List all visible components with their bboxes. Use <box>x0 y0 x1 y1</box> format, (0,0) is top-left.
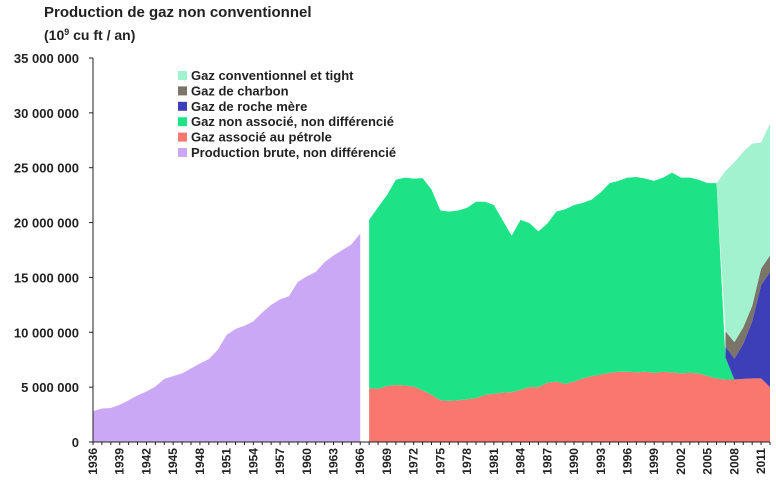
x-tick-label: 2002 <box>674 448 688 475</box>
x-tick-label: 2011 <box>754 448 768 474</box>
chart-title: Production de gaz non conventionnel <box>44 4 312 21</box>
legend-swatch-gaz-de-charbon <box>178 86 187 96</box>
y-tick-label: 10 000 000 <box>14 325 79 340</box>
x-tick-label: 1984 <box>514 448 528 475</box>
area-production-brute-non-differencie <box>93 233 361 442</box>
x-tick-label: 1957 <box>273 448 287 475</box>
x-tick-label: 2008 <box>727 448 741 475</box>
x-tick-label: 1951 <box>220 448 234 475</box>
y-tick-label: 5 000 000 <box>21 380 79 395</box>
legend-label-production-brute-non-differencie: Production brute, non différencié <box>191 145 396 160</box>
x-tick-label: 1969 <box>380 448 394 475</box>
x-tick-label: 1978 <box>460 448 474 475</box>
y-tick-label: 0 <box>72 435 79 450</box>
legend-label-gaz-de-roche-mere: Gaz de roche mère <box>191 99 307 114</box>
x-tick-label: 1990 <box>567 448 581 475</box>
x-tick-label: 1981 <box>487 448 501 475</box>
x-tick-label: 2005 <box>701 448 715 475</box>
legend-swatch-gaz-non-associe-non-differencie <box>178 117 187 127</box>
x-tick-label: 1939 <box>113 448 127 475</box>
x-tick-label: 1993 <box>594 448 608 475</box>
x-tick-label: 1954 <box>246 448 260 475</box>
area-gaz-associe-au-petrole <box>369 371 770 442</box>
axes: 0 5 000 000 10 000 000 15 000 000 20 000 000… <box>14 51 771 475</box>
legend-swatch-gaz-conventionnel-et-tight <box>178 71 187 80</box>
y-tick-label: 30 000 000 <box>14 106 79 121</box>
legend-swatch-gaz-de-roche-mere <box>178 101 187 111</box>
legend-swatch-gaz-associe-au-petrole <box>178 132 187 142</box>
y-tick-label: 25 000 000 <box>14 161 79 176</box>
y-tick-label: 35 000 000 <box>14 51 79 66</box>
x-tick-label: 1987 <box>540 448 554 475</box>
area-gaz-de-charbon <box>725 255 770 359</box>
area-gaz-de-roche-mere <box>725 271 770 388</box>
legend-label-gaz-conventionnel-et-tight: Gaz conventionnel et tight <box>191 68 354 83</box>
x-tick-label: 1966 <box>353 448 367 475</box>
x-tick-label: 1999 <box>647 448 661 475</box>
x-tick-label: 1963 <box>327 448 341 475</box>
x-tick-label: 1996 <box>620 448 634 475</box>
legend-swatch-production-brute-non-differencie <box>178 148 187 157</box>
area-gaz-non-associe-non-differencie <box>369 172 770 401</box>
x-tick-label: 1948 <box>193 448 207 475</box>
y-tick-label: 20 000 000 <box>14 216 79 231</box>
x-tick-label: 1942 <box>139 448 153 475</box>
legend-label-gaz-associe-au-petrole: Gaz associé au pétrole <box>191 130 332 145</box>
x-tick-label: 1936 <box>86 448 100 475</box>
x-tick-label: 1960 <box>300 448 314 475</box>
x-tick-label: 1972 <box>407 448 421 475</box>
y-tick-label: 15 000 000 <box>14 270 79 285</box>
area-layers <box>93 123 770 442</box>
x-tick-label: 1975 <box>433 448 447 475</box>
legend-label-gaz-de-charbon: Gaz de charbon <box>191 83 289 98</box>
chart-subtitle: (109 cu ft / an) <box>44 27 135 43</box>
legend-label-gaz-non-associe-non-differencie: Gaz non associé, non différencié <box>191 114 394 129</box>
x-tick-label: 1945 <box>166 448 180 475</box>
area-gaz-conventionnel-et-tight <box>716 123 770 343</box>
